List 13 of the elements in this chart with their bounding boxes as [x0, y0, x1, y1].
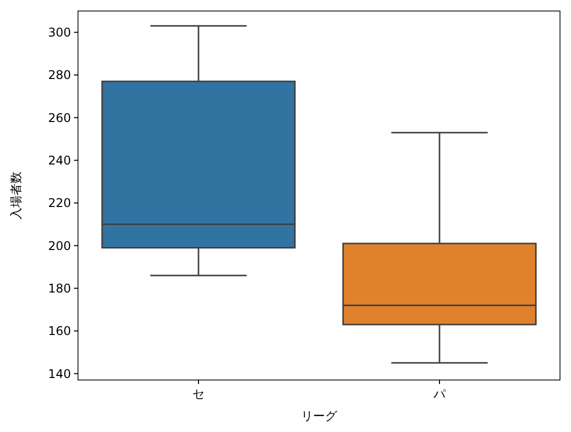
y-tick-label: 180: [48, 281, 71, 296]
y-tick-label: 300: [48, 26, 71, 40]
y-tick-label: 160: [48, 324, 71, 338]
y-tick-label: 220: [48, 196, 71, 210]
y-axis-title: 入場者数: [9, 172, 23, 220]
y-tick-label: 280: [48, 68, 71, 82]
y-tick-label: 260: [48, 110, 71, 125]
x-tick-label: セ: [192, 387, 204, 401]
y-tick-label: 200: [48, 238, 71, 253]
x-tick-label: パ: [432, 387, 446, 401]
y-tick-label: 240: [48, 154, 71, 168]
x-axis-title: リーグ: [301, 409, 338, 423]
y-tick-label: 140: [48, 366, 71, 381]
